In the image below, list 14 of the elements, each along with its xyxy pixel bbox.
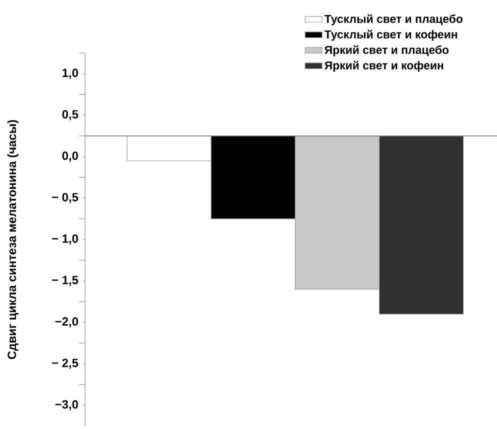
legend-label: Яркий свет и плацебо	[324, 45, 449, 56]
y-tick-label: − 1,5	[52, 276, 78, 286]
legend-label: Тусклый свет и кофеин	[324, 30, 458, 41]
y-tick-label: 1,0	[62, 68, 78, 79]
y-tick-label: − 0,5	[52, 192, 78, 204]
y-tick-label: −3,0	[55, 400, 78, 410]
legend-label: Яркий свет и кофеин	[324, 60, 444, 72]
y-tick-label: − 2,5	[52, 358, 78, 369]
legend-label: Тусклый свет и плацебо	[324, 14, 463, 26]
y-tick-label: −2,0	[55, 317, 78, 328]
y-tick-label: − 1,0	[52, 234, 78, 245]
y-tick-label: 0,5	[62, 110, 78, 120]
y-tick-label: 0,0	[62, 152, 78, 162]
y-axis-title: Сдвиг цикла синтеза мелатонина (часы)	[7, 120, 18, 360]
